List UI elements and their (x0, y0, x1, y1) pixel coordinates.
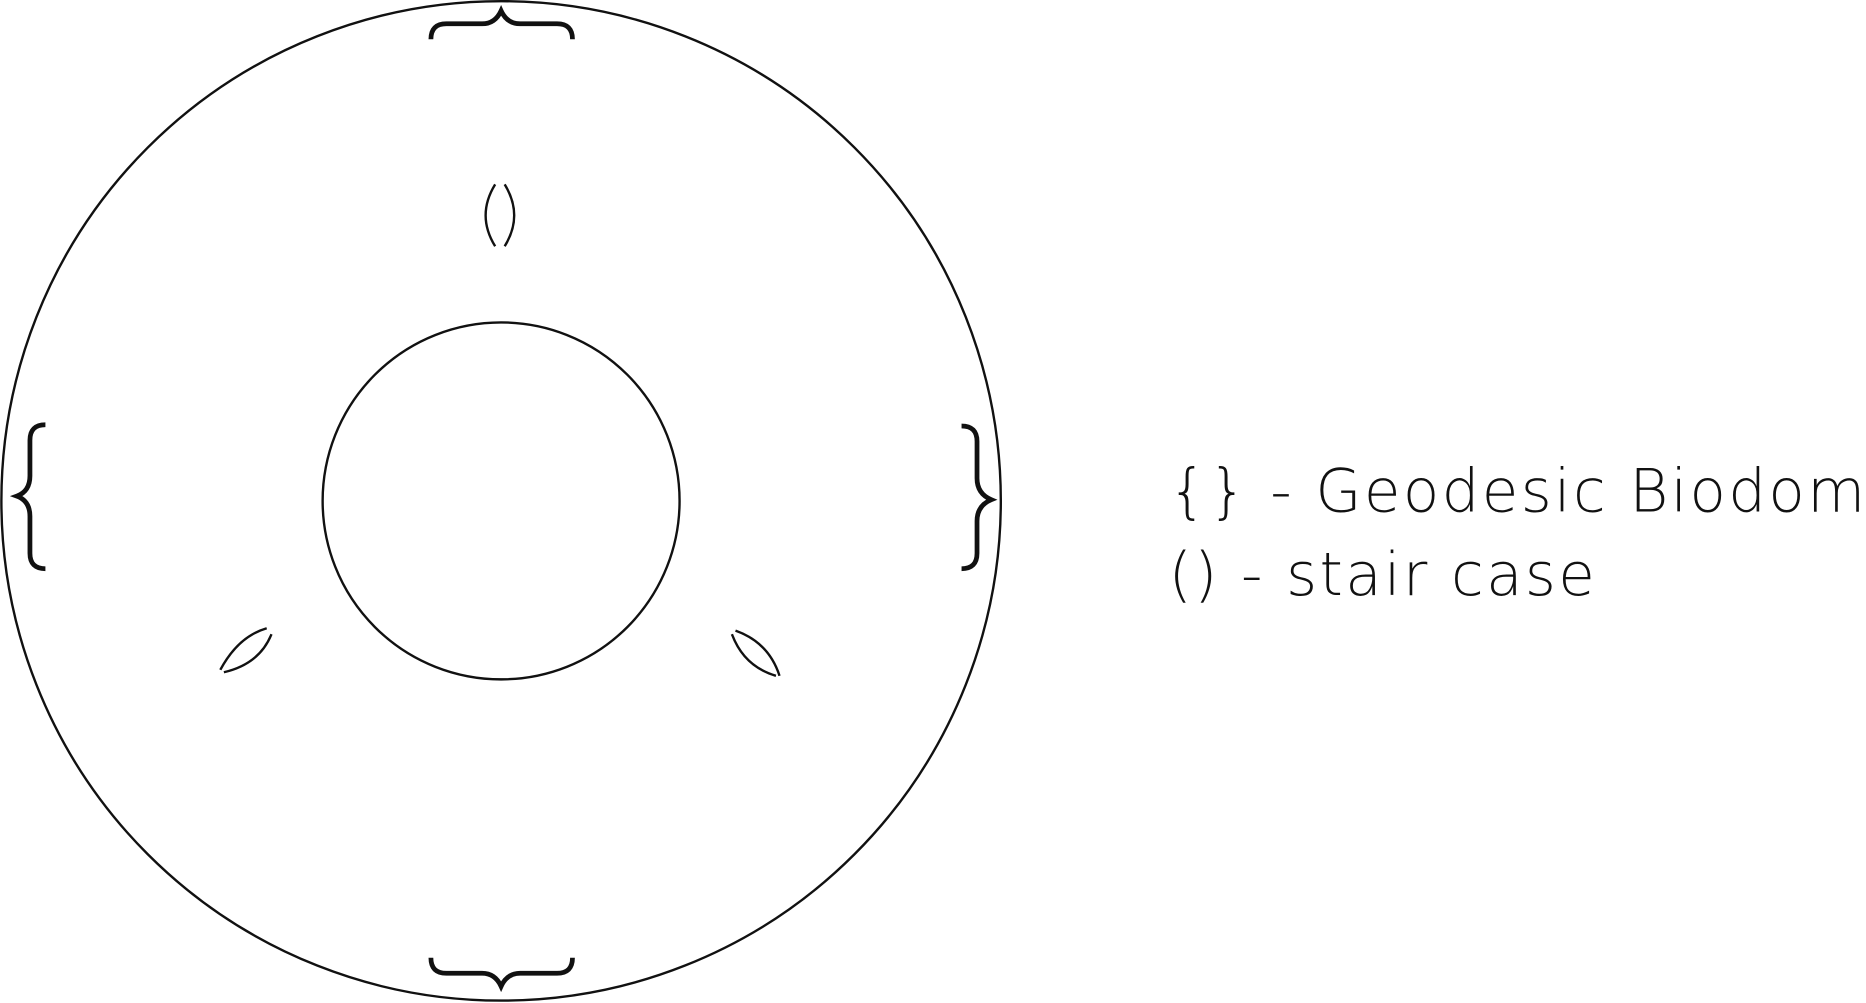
outer-ring (0, 0, 1003, 1002)
legend-item: {} - Geodesic Biodome (1169, 458, 1866, 527)
biodome-top (428, 4, 575, 40)
biodome-bottom (428, 957, 575, 993)
stair-right (730, 629, 781, 677)
biodome-left (9, 422, 46, 572)
biodome-right (961, 423, 998, 572)
stair-top (484, 183, 516, 247)
stair-left (219, 627, 273, 674)
plan (0, 0, 1003, 1002)
legend-item: () - stair case (1169, 541, 1598, 610)
inner-ring (321, 321, 681, 681)
